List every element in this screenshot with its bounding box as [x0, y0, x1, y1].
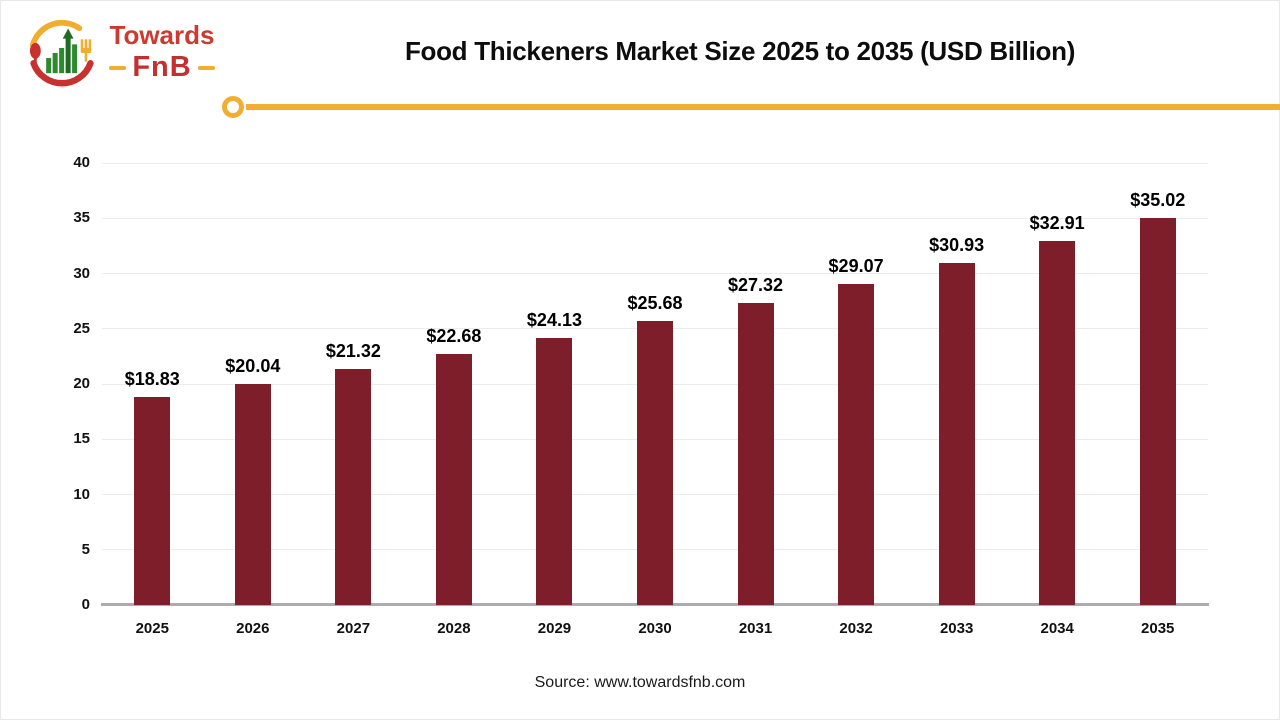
gridline: [102, 273, 1208, 274]
x-tick-label-2028: 2028: [437, 620, 471, 637]
y-tick-label: 15: [73, 430, 90, 448]
brand-name-top: Towards: [109, 20, 215, 50]
brand-text: Towards FnB: [102, 20, 222, 82]
bar-2030: [637, 321, 673, 605]
y-tick-label: 30: [73, 264, 90, 282]
bar-2032: [838, 283, 875, 605]
bar-2025: [134, 396, 171, 605]
logo-fork-icon: [80, 39, 92, 62]
brand-name-bottom: FnB: [132, 51, 192, 83]
bar-value-label-2029: $24.13: [526, 310, 582, 331]
bar-2026: [234, 383, 271, 605]
y-tick-label: 20: [73, 375, 90, 392]
y-tick-label: 5: [81, 540, 90, 558]
source-text: Source: www.towardsfnb.com: [534, 674, 746, 691]
towards-fnb-logo: Towards FnB: [24, 10, 224, 98]
x-tick-label-2031: 2031: [738, 620, 773, 637]
page-title: Food Thickeners Market Size 2025 to 2035…: [404, 36, 1076, 66]
bar-value-label-2033: $30.93: [929, 235, 985, 256]
bar-value-label-2027: $21.32: [325, 341, 381, 362]
x-tick-label-2033: 2033: [939, 620, 974, 637]
y-tick-label: 35: [73, 209, 90, 227]
bar-value-label-2031: $27.32: [728, 275, 784, 296]
bar-value-label-2025: $18.83: [124, 368, 180, 389]
logo-arc-yellow: [29, 19, 83, 49]
gridline: [102, 162, 1208, 164]
gridline: [102, 217, 1208, 219]
brand-dash-right: [197, 65, 215, 70]
bar-2027: [335, 369, 372, 605]
bar-2028: [435, 354, 472, 605]
logo-arc-red: [30, 60, 94, 87]
brand-dash-left: [109, 65, 127, 70]
x-tick-label-2029: 2029: [537, 620, 572, 637]
logo-spoon-icon: [29, 42, 41, 69]
y-tick-label: 0: [81, 596, 90, 613]
x-tick-label-2030: 2030: [638, 620, 672, 637]
accent-divider-ring: [222, 96, 244, 118]
x-tick-label-2034: 2034: [1040, 620, 1074, 637]
towards-fnb-logo-icon: [29, 19, 94, 87]
y-tick-label: 10: [73, 485, 90, 503]
bar-2034: [1039, 241, 1076, 605]
x-tick-label-2035: 2035: [1141, 620, 1175, 637]
bar-value-label-2035: $35.02: [1130, 190, 1186, 211]
bar-value-label-2030: $25.68: [627, 293, 683, 314]
x-tick-label-2026: 2026: [236, 620, 270, 637]
accent-divider-line: [246, 104, 1280, 110]
bar-2029: [536, 338, 573, 605]
bar-2031: [737, 303, 774, 605]
bar-2033: [938, 263, 975, 605]
x-tick-label-2025: 2025: [135, 620, 169, 637]
bar-value-label-2028: $22.68: [426, 326, 482, 347]
bar-value-label-2032: $29.07: [828, 255, 884, 276]
x-tick-label-2032: 2032: [839, 620, 873, 637]
bar-2035: [1139, 218, 1176, 605]
x-tick-label-2027: 2027: [336, 620, 371, 637]
y-tick-label: 25: [73, 319, 90, 337]
y-tick-label: 40: [73, 154, 90, 171]
bar-value-label-2034: $32.91: [1029, 213, 1085, 234]
bar-value-label-2026: $20.04: [225, 355, 281, 376]
logo-growth-bars-icon: [46, 28, 78, 74]
